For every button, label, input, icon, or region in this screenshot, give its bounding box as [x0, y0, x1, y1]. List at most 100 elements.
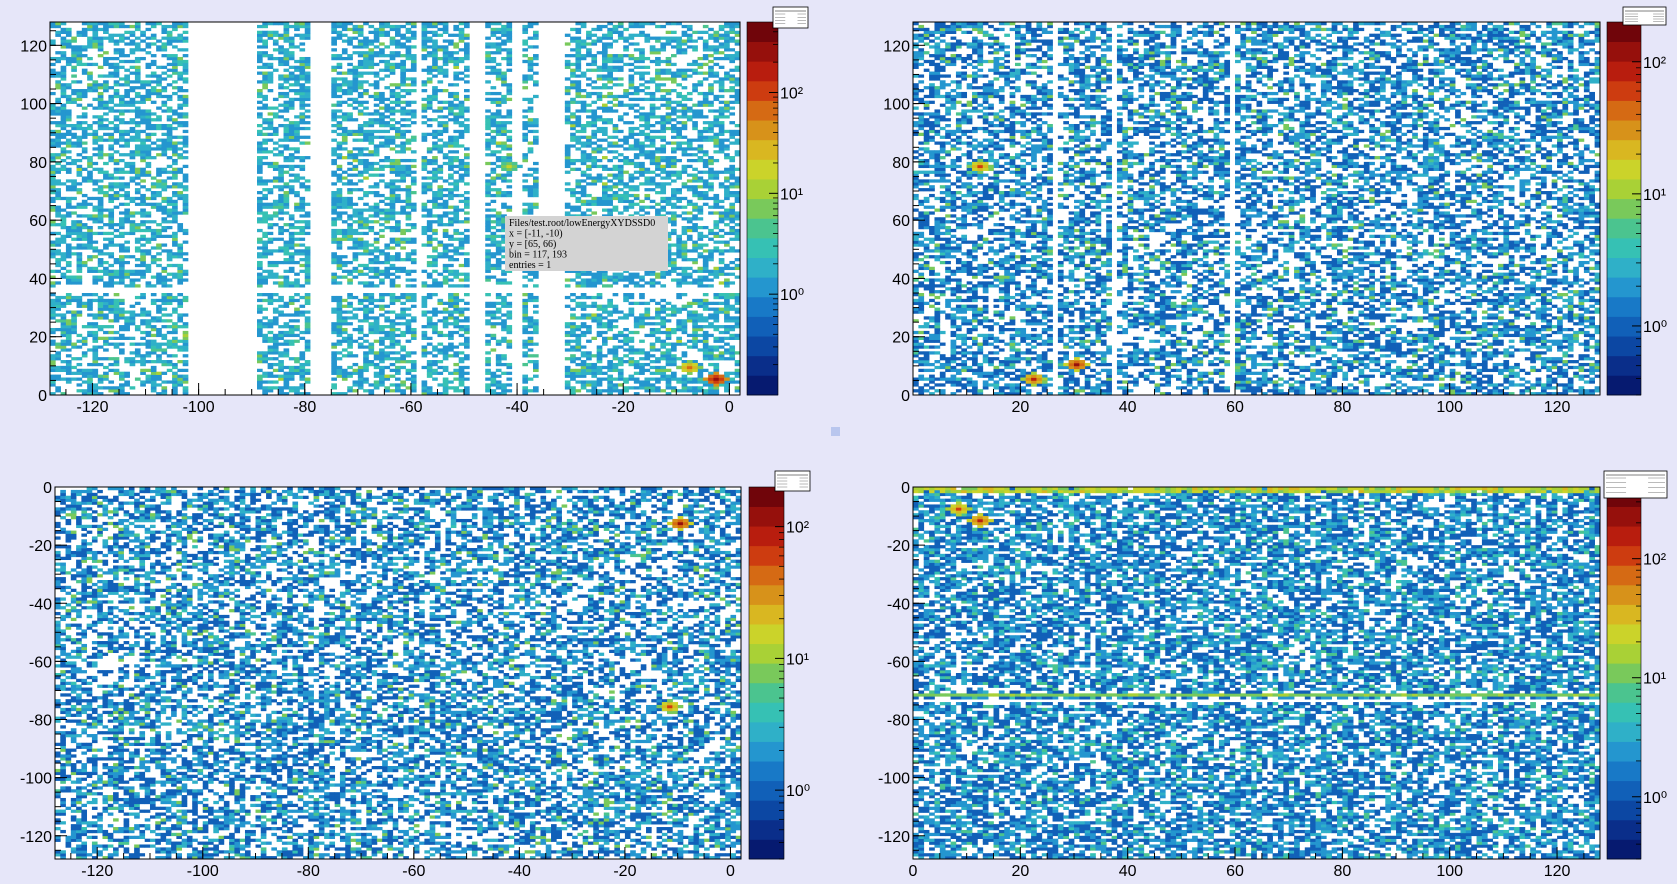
cell	[432, 34, 438, 37]
cell	[92, 299, 98, 302]
cell	[294, 232, 300, 235]
cell	[135, 42, 141, 45]
cell	[342, 51, 348, 54]
cell	[358, 109, 364, 112]
cell	[55, 194, 61, 197]
cell	[453, 220, 459, 223]
cell	[92, 270, 98, 273]
cell	[172, 92, 178, 95]
cell	[161, 48, 167, 51]
cell	[71, 182, 77, 185]
cell	[400, 211, 406, 214]
cell	[363, 203, 369, 206]
cell	[289, 124, 295, 127]
cell	[140, 296, 146, 299]
cell	[358, 74, 364, 77]
cell	[400, 95, 406, 98]
cell	[400, 83, 406, 86]
cell	[119, 389, 125, 392]
cell	[299, 69, 305, 72]
cell	[358, 264, 364, 267]
cell	[368, 209, 374, 212]
cell	[177, 57, 183, 60]
cell	[161, 179, 167, 182]
cell	[358, 328, 364, 331]
cell	[390, 246, 396, 249]
cell	[374, 209, 380, 212]
cell	[485, 261, 491, 264]
cell	[363, 241, 369, 244]
cell	[146, 310, 152, 313]
cell	[177, 89, 183, 92]
cell	[119, 343, 125, 346]
cell	[363, 310, 369, 313]
cell	[130, 80, 136, 83]
cell	[103, 214, 109, 217]
cell	[358, 273, 364, 276]
cell	[82, 203, 88, 206]
cell	[119, 133, 125, 136]
cell	[342, 348, 348, 351]
cell	[183, 334, 189, 337]
cell	[161, 372, 167, 375]
cell	[156, 310, 162, 313]
cell	[103, 83, 109, 86]
cell	[55, 249, 61, 252]
cell	[177, 194, 183, 197]
cell	[485, 223, 491, 226]
cell	[448, 95, 454, 98]
cell	[368, 328, 374, 331]
cell	[299, 264, 305, 267]
cell	[183, 104, 189, 107]
cell	[331, 386, 337, 389]
cell	[342, 331, 348, 334]
cell	[331, 217, 337, 220]
cell	[406, 139, 412, 142]
cell	[124, 133, 130, 136]
cell	[464, 241, 470, 244]
cell	[130, 197, 136, 200]
cell	[353, 369, 359, 372]
cell	[390, 42, 396, 45]
cell	[66, 281, 72, 284]
cell	[491, 255, 497, 258]
cell	[432, 25, 438, 28]
cell	[61, 150, 67, 153]
cell	[156, 273, 162, 276]
cell	[71, 229, 77, 232]
cell	[347, 334, 353, 337]
cell	[108, 211, 114, 214]
cell	[278, 57, 284, 60]
cell	[448, 194, 454, 197]
cell	[124, 77, 130, 80]
cell	[422, 89, 428, 92]
cell	[172, 200, 178, 203]
cell	[400, 25, 406, 28]
cell	[177, 182, 183, 185]
cell	[363, 171, 369, 174]
cell	[427, 375, 433, 378]
cell	[177, 267, 183, 270]
cell	[289, 168, 295, 171]
cell	[262, 206, 268, 209]
cell	[459, 174, 465, 177]
cell	[98, 188, 104, 191]
cell	[71, 159, 77, 162]
cell	[135, 348, 141, 351]
cell	[124, 144, 130, 147]
cell	[395, 322, 401, 325]
cell	[262, 156, 268, 159]
cell	[177, 299, 183, 302]
cell	[172, 136, 178, 139]
cell	[278, 276, 284, 279]
cell	[66, 179, 72, 182]
cell	[77, 226, 83, 229]
cell	[453, 316, 459, 319]
cell	[427, 322, 433, 325]
cell	[119, 261, 125, 264]
cell	[347, 206, 353, 209]
cell	[443, 153, 449, 156]
cell	[135, 86, 141, 89]
cell	[437, 66, 443, 69]
